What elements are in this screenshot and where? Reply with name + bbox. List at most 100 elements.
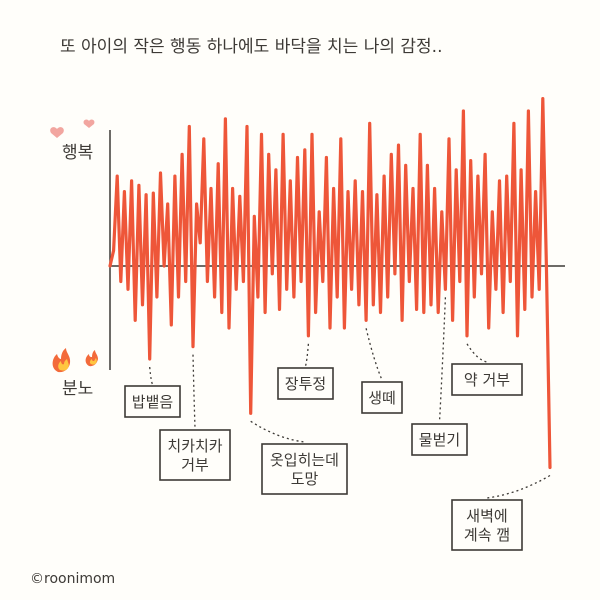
data-point bbox=[483, 153, 487, 156]
data-point bbox=[541, 97, 544, 100]
annotation-leader bbox=[438, 297, 447, 423]
data-point bbox=[134, 319, 137, 322]
data-point bbox=[307, 334, 310, 337]
annotation-leader bbox=[466, 343, 488, 363]
annotation-box: 약 거부 bbox=[451, 343, 523, 396]
data-point bbox=[393, 272, 397, 275]
data-point bbox=[162, 264, 166, 268]
data-point bbox=[249, 412, 252, 415]
data-point bbox=[545, 264, 548, 268]
annotation-label: 물벋기 bbox=[419, 431, 460, 449]
annotation-box: 치카치카 거부 bbox=[159, 354, 231, 481]
credit-text: ©roonimom bbox=[30, 571, 115, 587]
annotation-label: 치카치카 거부 bbox=[167, 437, 222, 474]
annotation-leader bbox=[250, 420, 305, 443]
annotation-box: 물벋기 bbox=[411, 297, 468, 456]
data-point bbox=[274, 168, 278, 172]
data-point bbox=[253, 215, 256, 218]
data-point bbox=[447, 137, 451, 141]
data-point bbox=[231, 187, 234, 190]
data-point bbox=[473, 295, 476, 299]
annotation-label: 생떼 bbox=[368, 389, 396, 407]
data-point bbox=[368, 122, 371, 125]
data-point bbox=[509, 280, 512, 283]
data-point bbox=[267, 153, 270, 156]
annotation-frame bbox=[124, 385, 181, 418]
data-point bbox=[534, 190, 537, 193]
data-point bbox=[516, 334, 519, 337]
data-point bbox=[465, 334, 469, 337]
annotation-frame bbox=[411, 423, 468, 456]
data-point bbox=[152, 191, 155, 195]
data-point bbox=[538, 288, 541, 291]
data-point bbox=[170, 323, 173, 327]
data-point bbox=[188, 125, 191, 128]
data-point bbox=[155, 295, 159, 299]
data-point bbox=[390, 153, 393, 156]
data-point bbox=[130, 179, 133, 182]
data-point bbox=[144, 193, 148, 196]
data-point bbox=[548, 466, 552, 469]
annotation-frame bbox=[261, 443, 348, 495]
data-point bbox=[451, 319, 454, 322]
annotation-frame bbox=[451, 363, 523, 396]
data-point bbox=[400, 319, 404, 322]
annotation-leader bbox=[486, 474, 551, 499]
data-point bbox=[206, 280, 209, 283]
annotation-box: 밥뱉음 bbox=[124, 366, 181, 418]
data-point bbox=[336, 295, 339, 299]
data-point bbox=[429, 303, 433, 306]
data-point bbox=[411, 187, 415, 190]
data-point bbox=[361, 190, 364, 193]
data-point bbox=[213, 295, 216, 299]
data-point bbox=[112, 249, 115, 252]
data-point bbox=[227, 326, 231, 330]
data-point bbox=[354, 179, 357, 182]
data-point bbox=[285, 288, 288, 291]
data-point bbox=[180, 153, 184, 156]
data-point bbox=[469, 159, 472, 162]
annotation-box: 새벽에 계속 깸 bbox=[451, 474, 551, 551]
data-point bbox=[303, 148, 306, 151]
data-point bbox=[343, 326, 346, 330]
data-point bbox=[191, 345, 195, 348]
data-point bbox=[202, 137, 205, 141]
annotation-label: 새벽에 계속 깸 bbox=[464, 507, 510, 544]
annotation-box: 장투정 bbox=[277, 343, 334, 400]
data-point bbox=[292, 295, 296, 299]
data-point bbox=[310, 133, 314, 136]
data-point bbox=[440, 210, 443, 213]
data-point bbox=[494, 288, 498, 291]
data-point bbox=[426, 164, 429, 167]
data-point bbox=[325, 156, 328, 159]
data-point bbox=[386, 295, 389, 299]
annotation-box: 생떼 bbox=[361, 328, 403, 414]
data-point bbox=[379, 311, 382, 314]
data-point bbox=[260, 133, 263, 136]
data-point bbox=[498, 179, 501, 182]
annotation-leader bbox=[304, 343, 310, 367]
data-point bbox=[487, 326, 490, 330]
data-point bbox=[220, 311, 223, 314]
chart-title: 또 아이의 작은 행동 하나에도 바닥을 치는 나의 감정.. bbox=[60, 37, 442, 57]
data-point bbox=[419, 133, 422, 136]
heart-icon bbox=[50, 119, 95, 138]
data-point bbox=[256, 295, 260, 299]
data-point bbox=[346, 190, 350, 193]
annotation-frame bbox=[277, 367, 334, 400]
data-point bbox=[339, 137, 342, 141]
data-point bbox=[501, 311, 505, 314]
data-point bbox=[364, 319, 368, 322]
data-point bbox=[433, 187, 436, 190]
annotation-label: 밥뱉음 bbox=[132, 393, 173, 411]
data-point bbox=[271, 272, 274, 275]
data-point bbox=[296, 156, 299, 159]
data-point bbox=[159, 171, 162, 175]
data-point bbox=[519, 168, 523, 172]
data-point bbox=[184, 280, 187, 283]
data-point bbox=[263, 311, 267, 314]
data-point bbox=[375, 193, 379, 196]
data-point bbox=[209, 187, 213, 190]
annotation-label: 약 거부 bbox=[464, 371, 510, 389]
